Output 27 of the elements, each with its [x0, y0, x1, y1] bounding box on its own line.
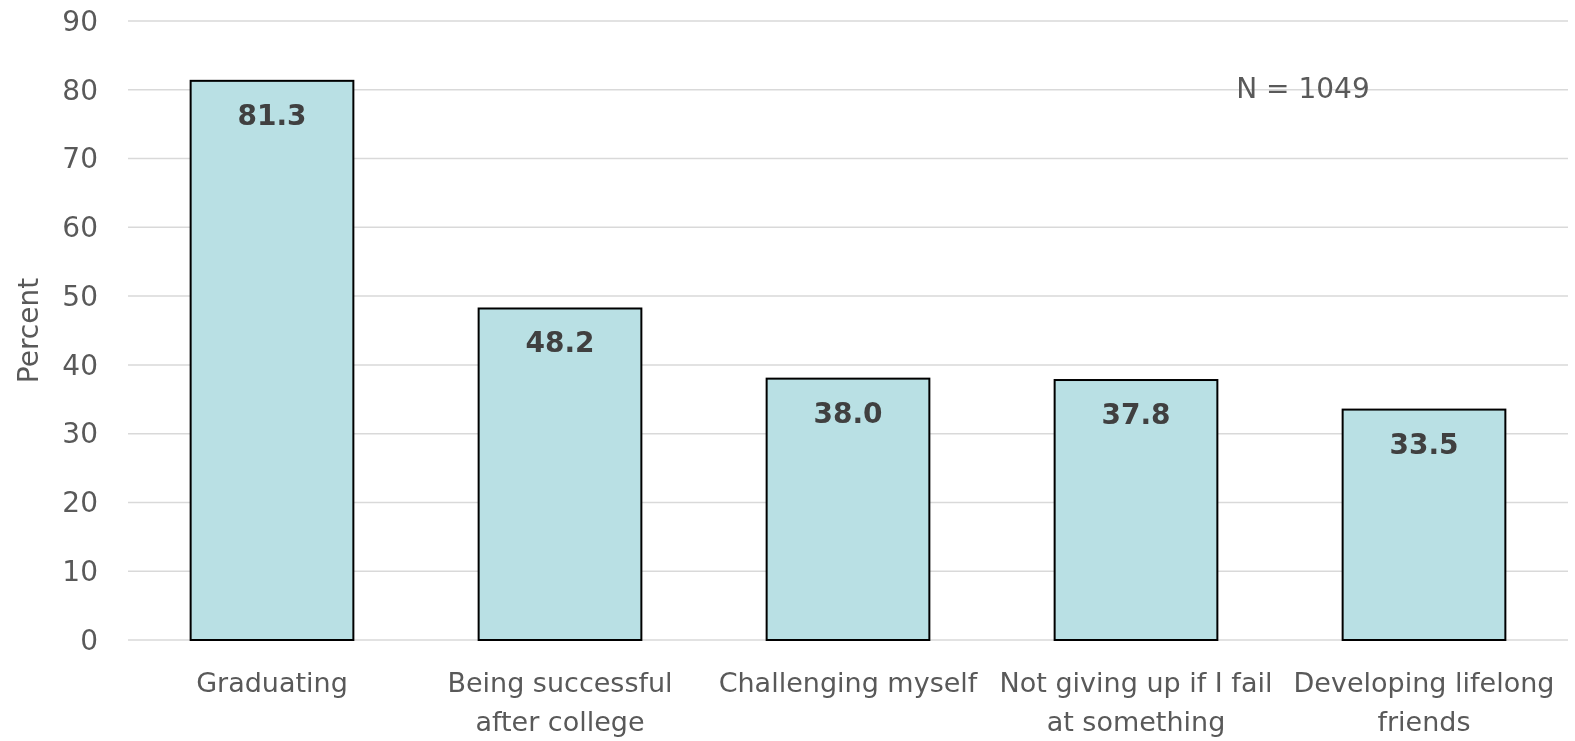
x-tick-label: Not giving up if I fail at something: [999, 667, 1273, 737]
bar: [1053, 379, 1219, 641]
y-tick-label: 90: [62, 4, 98, 38]
data-label: 38.0: [813, 396, 883, 430]
y-tick-label: 30: [62, 417, 98, 451]
x-tick-label: Being successful after college: [447, 667, 673, 737]
data-label: 33.5: [1389, 427, 1459, 461]
data-label: 48.2: [525, 326, 595, 360]
y-tick-label: 60: [62, 211, 98, 245]
data-label: 81.3: [237, 98, 307, 132]
bar: [477, 307, 643, 641]
data-label: 37.8: [1101, 398, 1171, 432]
y-tick-label: 0: [80, 623, 98, 657]
y-tick-label: 70: [62, 142, 98, 176]
y-tick-label: 40: [62, 348, 98, 382]
x-tick-label: Graduating: [196, 667, 348, 698]
y-tick-label: 10: [62, 555, 98, 589]
x-tick-label: Challenging myself: [718, 667, 979, 698]
y-tick-label: 80: [62, 73, 98, 107]
y-axis-title: Percent: [12, 277, 45, 384]
annotation: N = 1049: [1236, 72, 1370, 105]
bar: [765, 377, 931, 641]
y-tick-label: 20: [62, 486, 98, 520]
bar: [1341, 408, 1507, 641]
x-tick-label: Developing lifelong friends: [1293, 667, 1555, 737]
bar: [189, 79, 355, 641]
y-tick-label: 50: [62, 279, 98, 313]
